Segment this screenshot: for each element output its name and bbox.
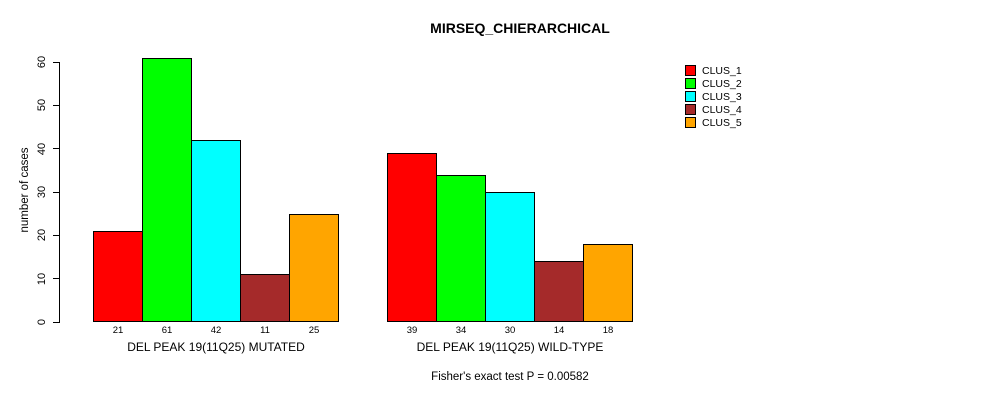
legend-label: CLUS_5 xyxy=(702,116,742,129)
legend: CLUS_1 CLUS_2 CLUS_3 CLUS_4 CLUS_5 xyxy=(685,64,742,129)
y-axis-line xyxy=(59,62,60,323)
bar-value-label: 21 xyxy=(112,325,124,336)
x-axis-group-label: DEL PEAK 19(11Q25) MUTATED xyxy=(127,340,305,354)
legend-label: CLUS_2 xyxy=(702,77,742,90)
y-axis-tick-label: 10 xyxy=(36,272,48,285)
bar-clus_3-group1 xyxy=(191,140,241,322)
bar-value-label: 39 xyxy=(406,325,418,336)
y-axis-tick-label: 30 xyxy=(36,185,48,199)
bar-clus_1-group2 xyxy=(387,153,437,322)
legend-item: CLUS_2 xyxy=(685,77,742,90)
legend-item: CLUS_5 xyxy=(685,116,742,129)
bar-clus_3-group2 xyxy=(485,192,535,322)
y-axis-tick-label: 60 xyxy=(36,55,48,69)
legend-color-swatch xyxy=(685,117,696,128)
y-axis-tick-label: 20 xyxy=(36,229,48,242)
y-axis-tick-label: 50 xyxy=(36,99,48,112)
footer-annotation: Fisher's exact test P = 0.00582 xyxy=(431,371,589,383)
y-axis-tick xyxy=(53,61,59,63)
legend-label: CLUS_1 xyxy=(702,64,742,77)
bar-value-label: 18 xyxy=(602,325,614,336)
legend-label: CLUS_3 xyxy=(702,90,742,103)
y-axis-tick xyxy=(53,234,59,236)
y-axis-tick xyxy=(53,321,59,323)
legend-color-swatch xyxy=(685,78,696,89)
legend-item: CLUS_1 xyxy=(685,64,742,77)
bar-clus_2-group2 xyxy=(436,174,486,322)
y-axis-tick xyxy=(53,278,59,280)
bar-value-label: 34 xyxy=(455,325,467,336)
bar-clus_5-group1 xyxy=(289,213,339,322)
bar-value-label: 42 xyxy=(210,325,222,336)
bar-value-label: 61 xyxy=(161,325,173,336)
bar-clus_5-group2 xyxy=(583,244,633,322)
legend-item: CLUS_4 xyxy=(685,103,742,116)
legend-color-swatch xyxy=(685,104,696,115)
bar-clus_2-group1 xyxy=(142,57,192,322)
x-axis-group-label: DEL PEAK 19(11Q25) WILD-TYPE xyxy=(416,340,604,354)
y-axis-tick xyxy=(53,191,59,193)
legend-color-swatch xyxy=(685,91,696,102)
legend-color-swatch xyxy=(685,65,696,76)
y-axis-tick xyxy=(53,148,59,150)
legend-item: CLUS_3 xyxy=(685,90,742,103)
bar-value-label: 30 xyxy=(504,325,516,336)
bar-value-label: 14 xyxy=(553,325,565,336)
chart-title: MIRSEQ_CHIERARCHICAL xyxy=(430,20,610,36)
y-axis-tick-label: 0 xyxy=(36,318,48,326)
y-axis-tick xyxy=(53,104,59,106)
y-axis-tick-label: 40 xyxy=(36,142,48,155)
bar-clus_4-group2 xyxy=(534,261,584,322)
bar-value-label: 11 xyxy=(260,325,270,336)
bar-value-label: 25 xyxy=(308,325,320,336)
legend-label: CLUS_4 xyxy=(702,103,742,116)
bar-clus_4-group1 xyxy=(240,274,290,322)
bar-clus_1-group1 xyxy=(93,231,143,322)
